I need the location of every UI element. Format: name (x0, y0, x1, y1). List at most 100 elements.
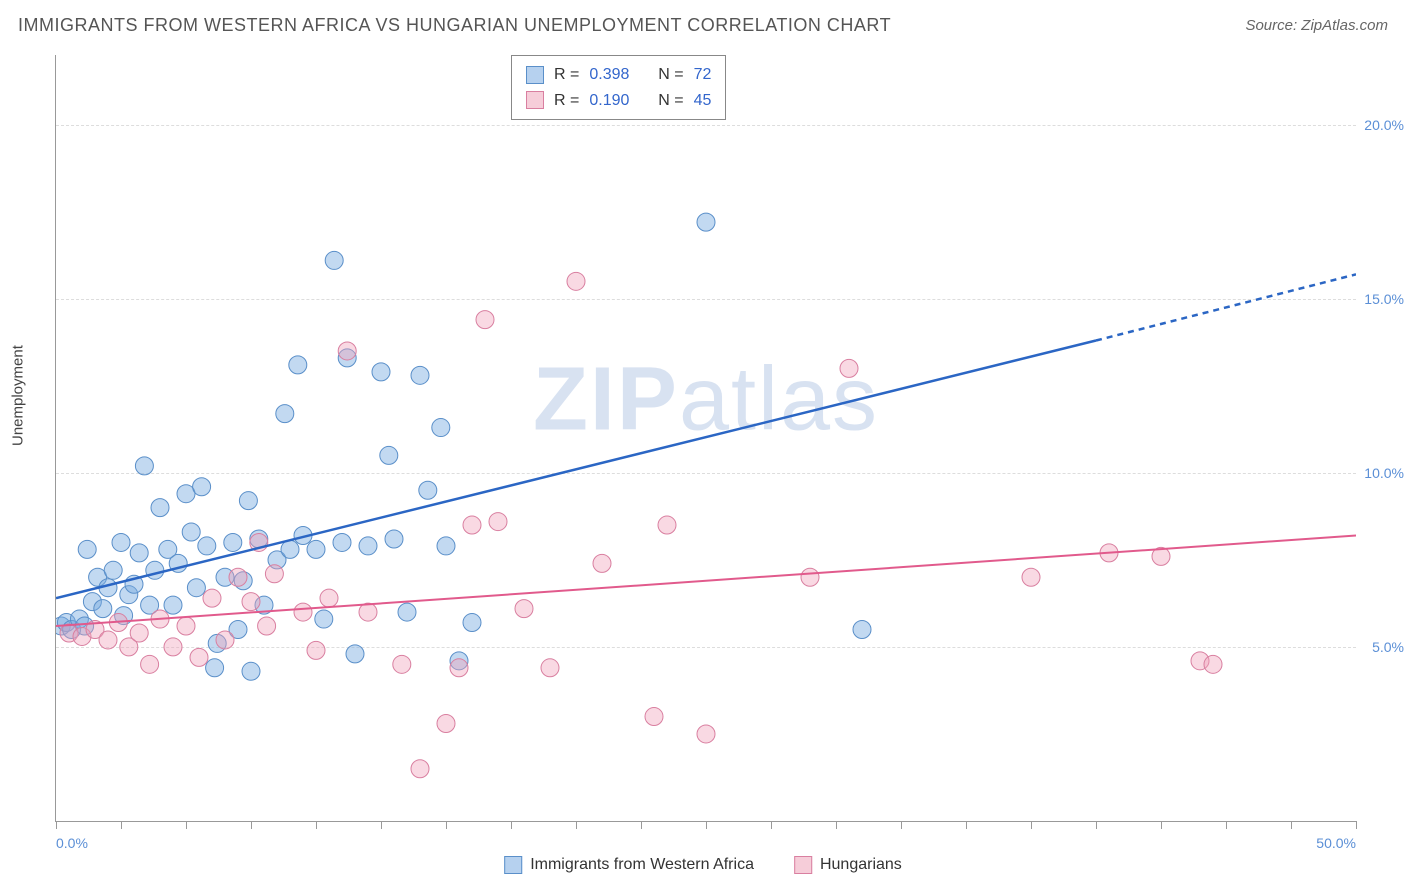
title-bar: IMMIGRANTS FROM WESTERN AFRICA VS HUNGAR… (18, 15, 1388, 36)
xtick (641, 821, 642, 829)
xtick (901, 821, 902, 829)
xtick (56, 821, 57, 829)
data-point (112, 533, 130, 551)
data-point (242, 662, 260, 680)
data-point (281, 540, 299, 558)
xtick-label: 0.0% (56, 835, 88, 851)
data-point (432, 419, 450, 437)
xtick (1356, 821, 1357, 829)
data-point (515, 600, 533, 618)
stat-n-label-2: N = (658, 88, 683, 114)
stat-r-label-2: R = (554, 88, 579, 114)
data-point (393, 655, 411, 673)
ytick-label: 10.0% (1364, 465, 1404, 481)
data-point (94, 600, 112, 618)
data-point (307, 540, 325, 558)
data-point (190, 648, 208, 666)
xtick (1226, 821, 1227, 829)
xtick (1031, 821, 1032, 829)
data-point (130, 544, 148, 562)
data-point (294, 603, 312, 621)
data-point (239, 492, 257, 510)
data-point (315, 610, 333, 628)
stat-r-val-1: 0.398 (589, 62, 629, 88)
data-point (359, 537, 377, 555)
data-point (411, 366, 429, 384)
data-point (645, 708, 663, 726)
data-point (320, 589, 338, 607)
ytick-label: 5.0% (1372, 639, 1404, 655)
data-point (164, 638, 182, 656)
stat-n-label: N = (658, 62, 683, 88)
stat-n-val-2: 45 (694, 88, 712, 114)
xtick (1291, 821, 1292, 829)
xtick (186, 821, 187, 829)
data-point (193, 478, 211, 496)
data-point (177, 617, 195, 635)
data-point (437, 537, 455, 555)
legend-swatch-2 (794, 856, 812, 874)
stat-r-label: R = (554, 62, 579, 88)
data-point (593, 554, 611, 572)
data-point (203, 589, 221, 607)
xtick-label: 50.0% (1316, 835, 1356, 851)
y-axis-label: Unemployment (10, 345, 27, 446)
stats-box: R = 0.398 N = 72 R = 0.190 N = 45 (511, 55, 726, 120)
data-point (853, 621, 871, 639)
stat-r-val-2: 0.190 (589, 88, 629, 114)
xtick (316, 821, 317, 829)
data-point (325, 251, 343, 269)
data-point (385, 530, 403, 548)
data-point (104, 561, 122, 579)
data-point (541, 659, 559, 677)
data-point (346, 645, 364, 663)
data-point (307, 641, 325, 659)
data-point (411, 760, 429, 778)
data-point (276, 405, 294, 423)
data-point (206, 659, 224, 677)
data-point (135, 457, 153, 475)
data-point (289, 356, 307, 374)
legend-item-1: Immigrants from Western Africa (504, 856, 754, 874)
data-point (229, 568, 247, 586)
legend-swatch-1 (504, 856, 522, 874)
xtick (1161, 821, 1162, 829)
xtick (706, 821, 707, 829)
legend-label-1: Immigrants from Western Africa (530, 856, 754, 874)
data-point (658, 516, 676, 534)
data-point (463, 516, 481, 534)
xtick (511, 821, 512, 829)
data-point (242, 593, 260, 611)
data-point (265, 565, 283, 583)
stat-n-val-1: 72 (694, 62, 712, 88)
stats-row-2: R = 0.190 N = 45 (526, 88, 711, 114)
ytick-label: 20.0% (1364, 117, 1404, 133)
data-point (333, 533, 351, 551)
data-point (476, 311, 494, 329)
data-point (146, 561, 164, 579)
data-point (99, 631, 117, 649)
xtick (121, 821, 122, 829)
xtick (966, 821, 967, 829)
data-point (697, 725, 715, 743)
chart-title: IMMIGRANTS FROM WESTERN AFRICA VS HUNGAR… (18, 15, 891, 36)
chart-svg (56, 55, 1356, 821)
data-point (567, 272, 585, 290)
trend-line (56, 341, 1096, 599)
data-point (338, 342, 356, 360)
data-point (187, 579, 205, 597)
xtick (836, 821, 837, 829)
xtick (446, 821, 447, 829)
data-point (258, 617, 276, 635)
data-point (78, 540, 96, 558)
data-point (380, 446, 398, 464)
data-point (463, 614, 481, 632)
source-label: Source: ZipAtlas.com (1245, 17, 1388, 34)
data-point (372, 363, 390, 381)
data-point (164, 596, 182, 614)
data-point (437, 715, 455, 733)
legend: Immigrants from Western Africa Hungarian… (504, 856, 902, 874)
xtick (576, 821, 577, 829)
data-point (450, 659, 468, 677)
data-point (801, 568, 819, 586)
